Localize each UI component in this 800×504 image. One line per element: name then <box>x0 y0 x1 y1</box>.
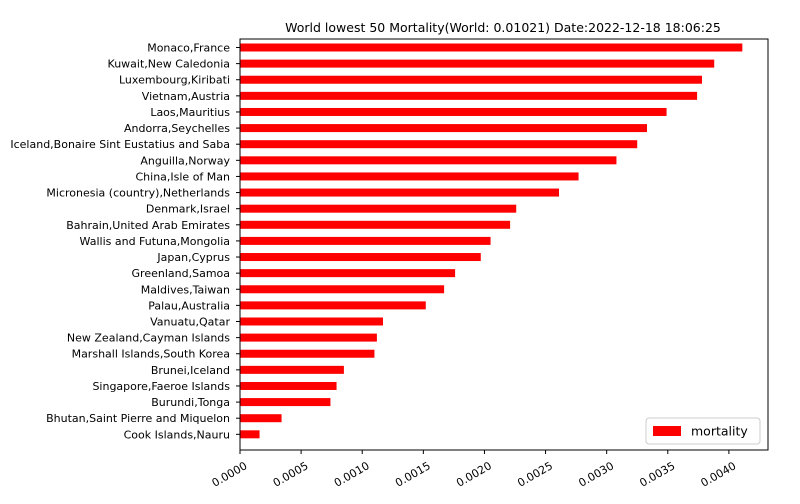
category-label: Andorra,Seychelles <box>124 122 230 135</box>
bar-18 <box>240 333 377 342</box>
bar-16 <box>240 301 426 310</box>
category-label: Bhutan,Saint Pierre and Miquelon <box>46 412 230 425</box>
category-label: Anguilla,Norway <box>140 154 230 167</box>
legend: mortality <box>645 417 761 445</box>
bar-11 <box>240 220 511 229</box>
bar-20 <box>240 365 344 374</box>
bar-23 <box>240 414 282 423</box>
x-axis-ticks: 0.0000 0.0005 0.0010 0.0015 0.0020 0.0025 0.00… <box>210 450 739 490</box>
legend-frame <box>645 417 761 445</box>
category-label: Maldives,Taiwan <box>141 283 230 296</box>
bar-6 <box>240 140 638 149</box>
bar-12 <box>240 236 491 245</box>
x-tick-label: 0.0000 <box>210 459 250 490</box>
category-label: Laos,Mauritius <box>150 106 230 119</box>
bar-1 <box>240 59 715 68</box>
bar-3 <box>240 91 698 100</box>
bar-4 <box>240 107 667 116</box>
bar-24 <box>240 430 260 439</box>
category-label: Cook Islands,Nauru <box>124 428 230 441</box>
category-label: Luxembourg,Kiribati <box>119 74 230 87</box>
bar-10 <box>240 204 517 213</box>
x-tick-label: 0.0015 <box>393 459 433 490</box>
category-label: Iceland,Bonaire Sint Eustatius and Saba <box>10 138 230 151</box>
legend-label-mortality: mortality <box>691 424 748 439</box>
chart-title: World lowest 50 Mortality(World: 0.01021… <box>285 20 721 35</box>
bar-17 <box>240 317 383 326</box>
category-label: Kuwait,New Caledonia <box>108 58 230 71</box>
bar-14 <box>240 269 456 278</box>
category-label: Brunei,Iceland <box>151 364 230 377</box>
bar-19 <box>240 349 375 358</box>
category-label: Micronesia (country),Netherlands <box>46 187 230 200</box>
category-label: Japan,Cyprus <box>156 251 230 264</box>
category-label: China,Isle of Man <box>135 170 230 183</box>
category-label: Monaco,France <box>147 42 230 55</box>
x-tick-label: 0.0035 <box>637 459 677 490</box>
bars-layer <box>240 43 743 439</box>
legend-swatch-mortality <box>653 426 681 436</box>
category-label: Vietnam,Austria <box>142 90 230 103</box>
category-label: Palau,Australia <box>148 299 230 312</box>
x-tick-label: 0.0025 <box>515 459 555 490</box>
bar-8 <box>240 172 579 181</box>
x-tick-label: 0.0005 <box>271 459 311 490</box>
x-tick-label: 0.0030 <box>576 459 616 490</box>
bar-7 <box>240 156 617 165</box>
x-tick-label: 0.0010 <box>332 459 372 490</box>
category-label: Singapore,Faeroe Islands <box>92 380 230 393</box>
bar-9 <box>240 188 559 197</box>
category-label: Wallis and Futuna,Mongolia <box>80 235 230 248</box>
category-label: Bahrain,United Arab Emirates <box>66 219 230 232</box>
category-label: Denmark,Israel <box>146 203 230 216</box>
category-label: Burundi,Tonga <box>151 396 230 409</box>
bar-15 <box>240 285 445 294</box>
category-label: Marshall Islands,South Korea <box>72 348 230 361</box>
x-tick-label: 0.0020 <box>454 459 494 490</box>
category-label: Greenland,Samoa <box>132 267 230 280</box>
bar-0 <box>240 43 743 52</box>
category-labels: Monaco,France Kuwait,New Caledonia Luxembo… <box>10 42 240 441</box>
bar-21 <box>240 381 337 390</box>
category-label: Vanuatu,Qatar <box>150 316 230 329</box>
bar-2 <box>240 75 702 84</box>
bar-13 <box>240 253 481 262</box>
plot-frame <box>239 38 769 451</box>
bar-5 <box>240 124 647 133</box>
category-label: New Zealand,Cayman Islands <box>67 332 230 345</box>
bar-22 <box>240 398 331 407</box>
x-tick-label: 0.0040 <box>699 459 739 490</box>
